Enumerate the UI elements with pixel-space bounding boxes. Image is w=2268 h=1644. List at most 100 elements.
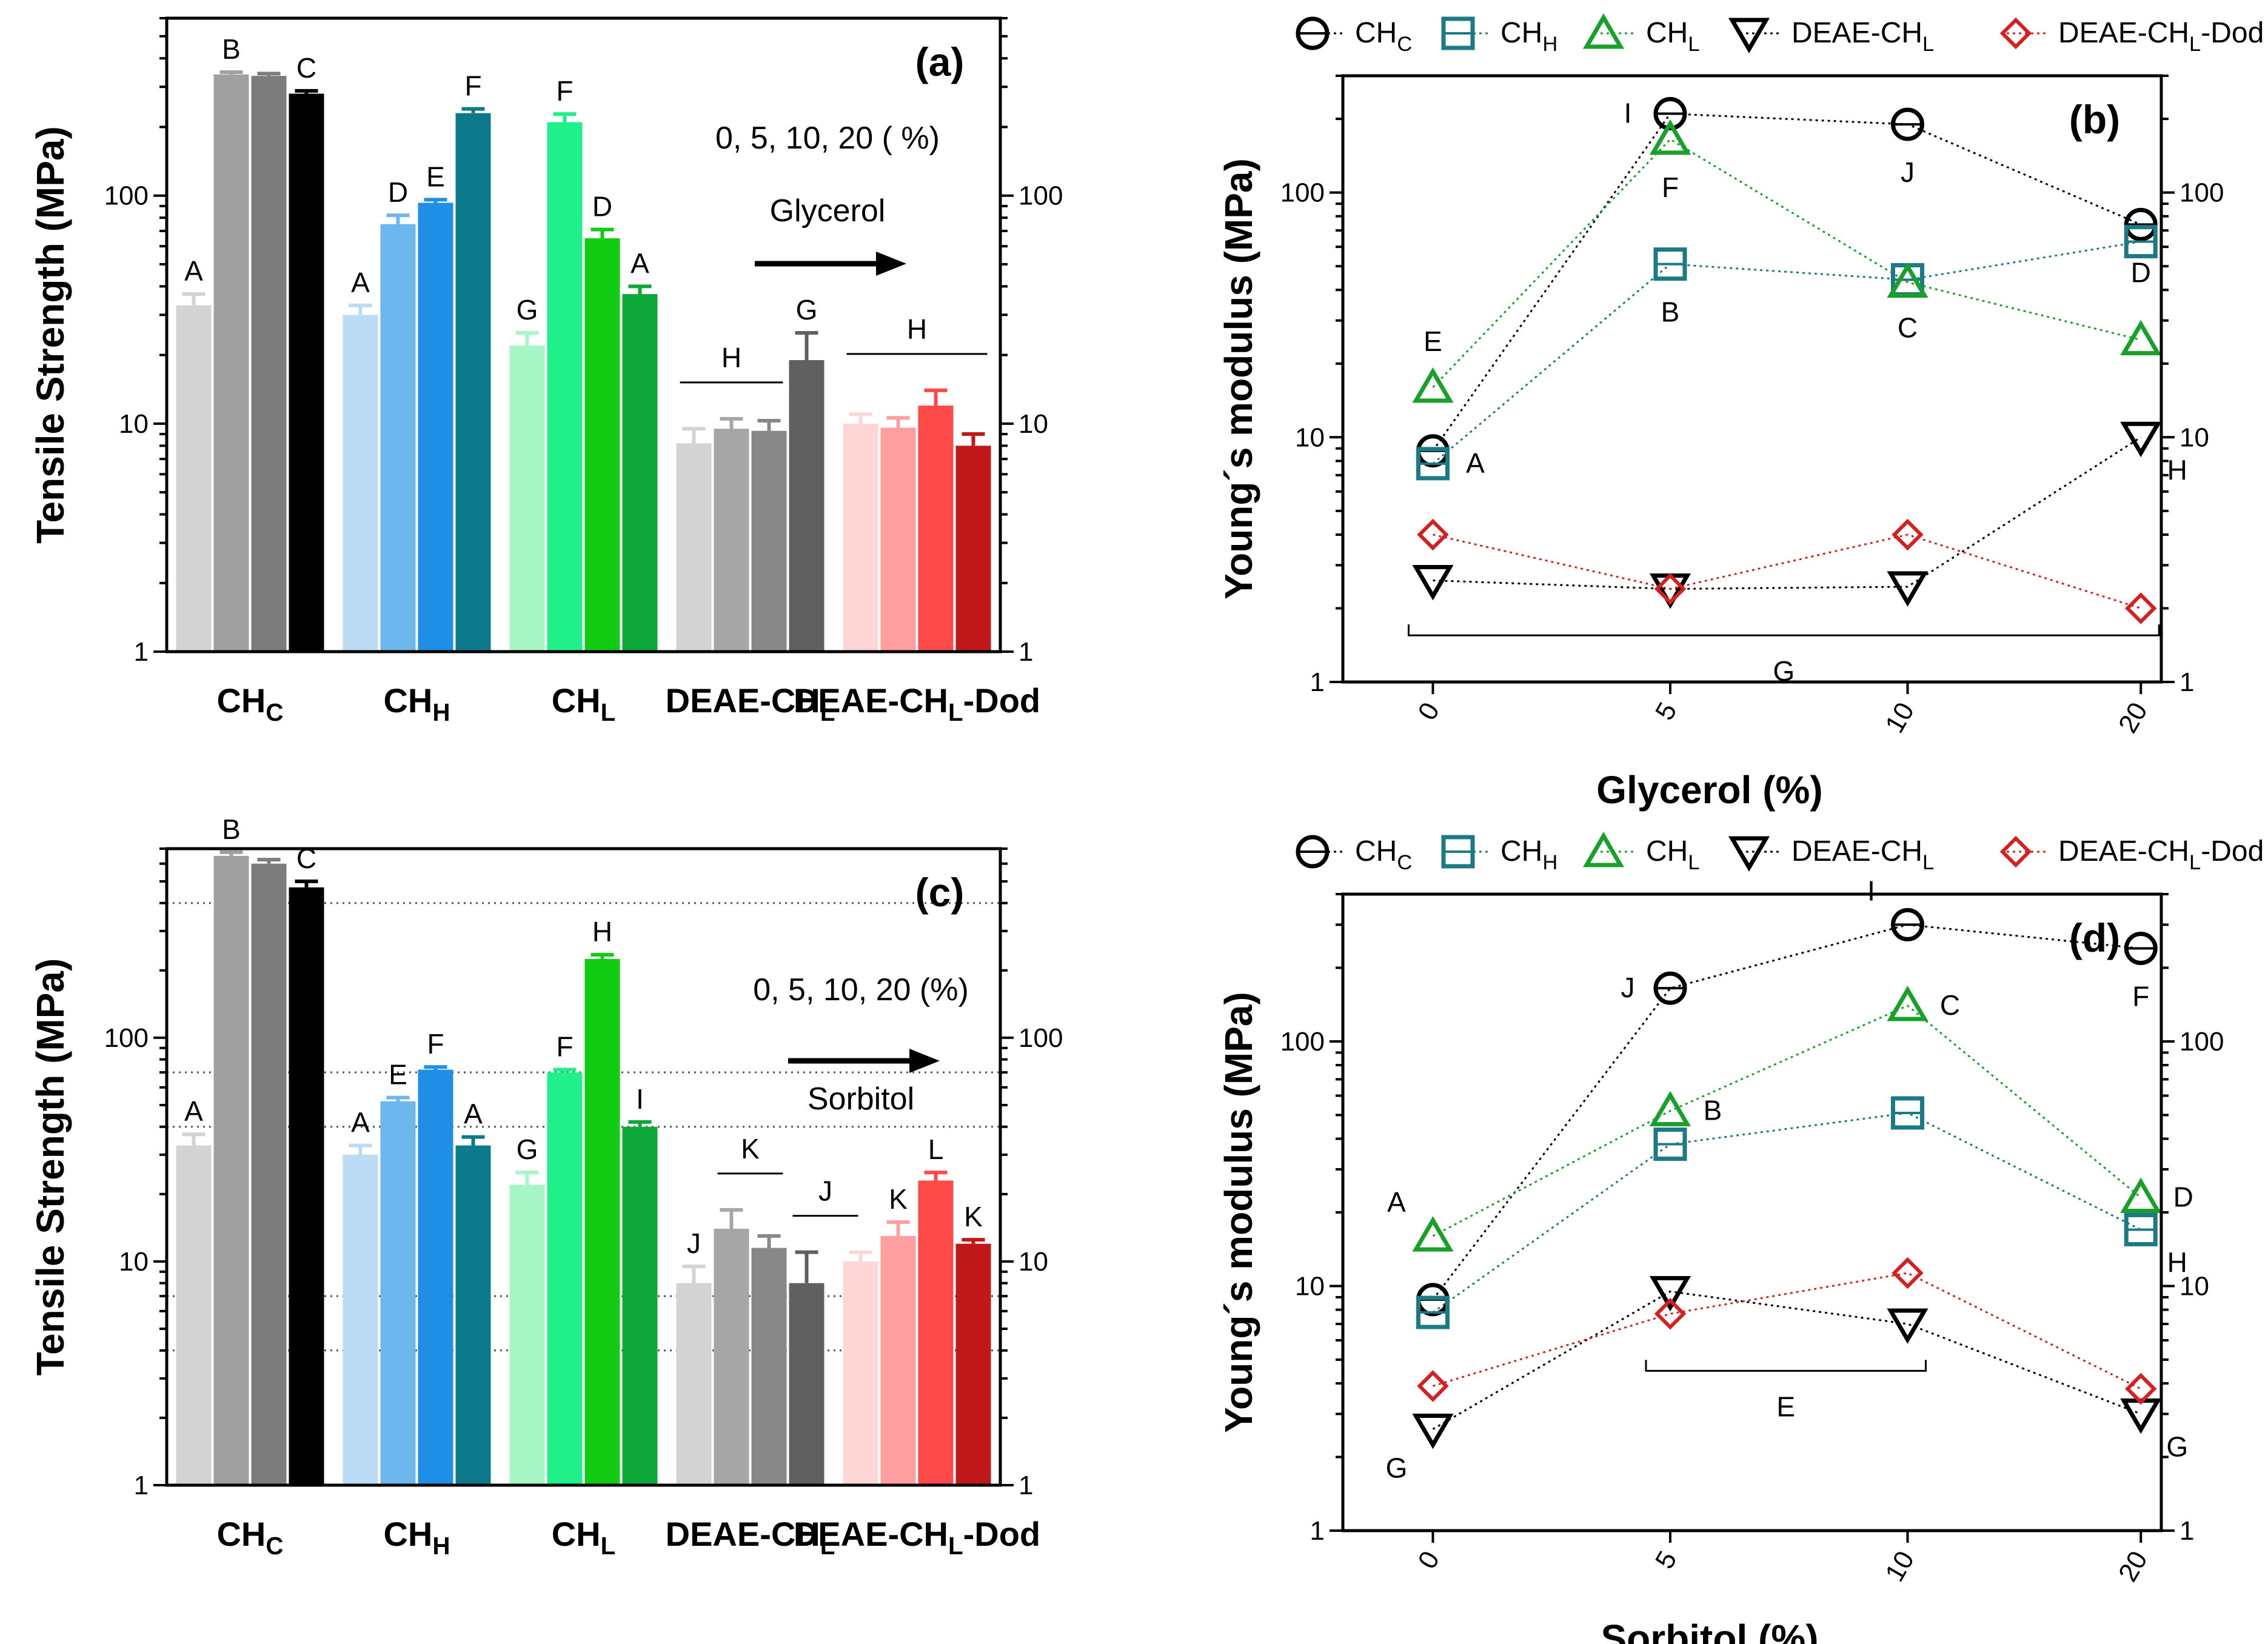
down-triangle-marker — [1728, 18, 1770, 53]
bar-CHL-1 — [547, 122, 583, 652]
legend-entry: CHC — [1355, 835, 1412, 874]
concentration-note: 0, 5, 10, 20 (%) — [753, 972, 969, 1007]
significance-letter: B — [222, 33, 241, 65]
x-tick-label: 10 — [1879, 1546, 1920, 1587]
panel-c-right-tick-label: 100 — [1019, 1023, 1063, 1053]
group-label: CHC — [216, 1515, 283, 1560]
bar-CHC-3 — [289, 93, 324, 652]
down-triangle-marker — [2120, 1398, 2162, 1434]
triangle-marker — [2120, 319, 2162, 356]
significance-letter: F — [2132, 981, 2149, 1012]
bar-DEAE-2 — [751, 1248, 787, 1485]
x-tick-label: 5 — [1650, 698, 1683, 726]
group-label: CHL — [552, 1515, 616, 1560]
diamond-marker — [1999, 17, 2032, 50]
panel-c-right-tick-label: 10 — [1019, 1247, 1048, 1277]
panel-c-frame — [165, 847, 1002, 1487]
significance-letter: H — [2167, 454, 2187, 486]
y-axis-title: Young´s modulus (MPa) — [1217, 158, 1260, 600]
diamond-marker — [2125, 1372, 2157, 1405]
panel-b-left-tick-label: 1 — [1310, 667, 1325, 697]
significance-letter: A — [351, 1107, 370, 1138]
group-label: DEAE-CHL — [666, 681, 835, 726]
series-line-CHC — [1432, 923, 2141, 1300]
bar-DEAE-1 — [714, 429, 749, 652]
legend-entry: DEAE-CHL-Dod — [2058, 17, 2264, 56]
significance-letter: H — [2167, 1246, 2187, 1278]
significance-letter: J — [818, 1175, 832, 1207]
significance-letter: H — [592, 916, 612, 947]
legend-entry: CHC — [1355, 17, 1412, 56]
triangle-marker — [1649, 119, 1691, 155]
series-line-CHL — [1432, 138, 2141, 388]
diamond-marker — [1999, 835, 2032, 868]
panel-a-frame — [165, 16, 1002, 653]
significance-letter: K — [741, 1133, 760, 1164]
significance-letter: H — [907, 313, 927, 345]
panel-b-label: (b) — [2069, 97, 2120, 142]
bar-CHL-3 — [622, 1126, 658, 1485]
concentration-note: 0, 5, 10, 20 ( %) — [715, 121, 940, 156]
significance-letter: J — [687, 1228, 701, 1259]
down-triangle-marker — [1412, 1414, 1454, 1449]
panel-c-left-tick-label: 1 — [134, 1471, 149, 1500]
bar-DEAEDod-0 — [843, 1261, 878, 1485]
group-label: CHL — [552, 681, 616, 726]
down-triangle-marker — [1887, 1308, 1928, 1344]
group-label: CHH — [383, 1515, 450, 1560]
bar-DEAE-0 — [676, 443, 712, 652]
panel-d-right-tick-label: 100 — [2179, 1027, 2224, 1057]
significance-letter: I — [636, 1083, 644, 1115]
significance-letter: F — [427, 1028, 444, 1060]
triangle-marker — [1887, 986, 1928, 1021]
down-triangle-marker — [1649, 1275, 1691, 1312]
bar-DEAEDod-2 — [918, 406, 954, 652]
bar-CHH-0 — [343, 1154, 378, 1485]
triangle-marker — [1582, 832, 1625, 867]
bar-DEAE-2 — [751, 430, 787, 652]
group-label: DEAE-CHL-Dod — [794, 681, 1040, 726]
bar-CHL-3 — [622, 294, 658, 652]
legend-entry: DEAE-CHL — [1791, 17, 1934, 56]
bar-CHL-2 — [584, 238, 620, 652]
significance-letter: E — [426, 161, 445, 192]
panel-d-frame — [1341, 892, 2163, 1532]
x-axis-title: Sorbitol (%) — [1601, 1617, 1818, 1644]
panel-a-left-tick-label: 1 — [134, 637, 149, 667]
bracket — [1408, 624, 2160, 637]
series-line-DEAE — [1433, 436, 2142, 590]
down-triangle-marker — [2120, 421, 2162, 458]
significance-letter: K — [964, 1201, 983, 1232]
significance-letter: A — [631, 247, 649, 279]
x-axis-title: Glycerol (%) — [1596, 768, 1822, 812]
significance-letter: F — [556, 1031, 573, 1063]
series-line-CHH — [1432, 1112, 2141, 1314]
legend-entry: DEAE-CHL-Dod — [2058, 835, 2264, 874]
legend-entry: CHH — [1500, 835, 1557, 874]
bar-DEAE-0 — [676, 1283, 712, 1485]
panel-d-right-tick-label: 1 — [2179, 1516, 2194, 1546]
triangle-marker — [1887, 262, 1928, 298]
panel-d-left-tick-label: 1 — [1310, 1516, 1325, 1546]
significance-letter: D — [2131, 256, 2151, 288]
down-triangle-marker — [1887, 571, 1928, 607]
significance-letter: D — [592, 191, 612, 222]
panel-c-label: (c) — [915, 870, 965, 915]
panel-b-left-tick-label: 100 — [1280, 178, 1325, 208]
diamond-marker — [1654, 1298, 1687, 1330]
arrow-head — [876, 252, 906, 276]
series-line-DEAEDod — [1433, 1272, 2141, 1390]
series-line-CHC — [1432, 112, 2141, 452]
bar-CHL-1 — [547, 1072, 583, 1485]
panel-a-right-tick-label: 1 — [1019, 637, 1033, 667]
significance-letter: I — [1624, 98, 1632, 129]
significance-letter: C — [1940, 989, 1960, 1021]
diamond-marker — [1892, 518, 1924, 551]
bar-CHH-1 — [380, 224, 416, 652]
triangle-marker — [1412, 1216, 1454, 1252]
bar-DEAEDod-1 — [880, 1235, 916, 1485]
x-tick-label: 0 — [1412, 698, 1445, 726]
